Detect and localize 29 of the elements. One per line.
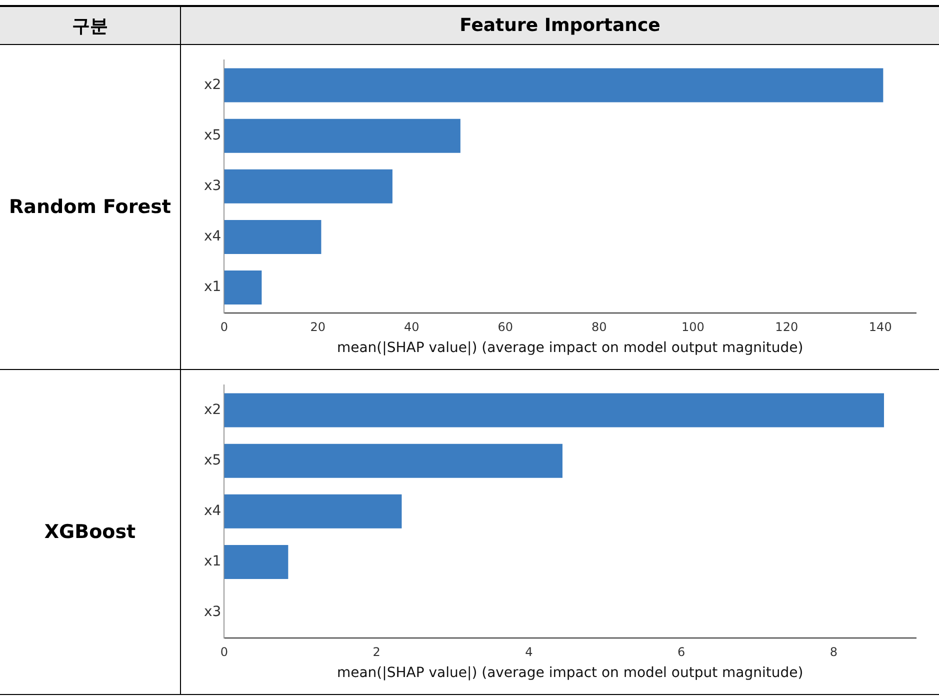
y-tick-label: x2 <box>204 76 222 93</box>
x-tick-label: 40 <box>404 320 420 334</box>
y-tick-label: x4 <box>204 228 222 245</box>
x-tick-label: 80 <box>592 320 607 334</box>
text: XGBoost <box>0 370 180 694</box>
y-tick-label: x3 <box>204 604 222 620</box>
x-tick-label: 4 <box>525 645 533 660</box>
text: Random Forest <box>0 44 180 370</box>
y-tick-label: x5 <box>204 127 222 144</box>
x-tick-label: 100 <box>681 320 704 334</box>
x-axis-title: mean(|SHAP value|) (average impact on model output magnitude) <box>336 665 804 682</box>
x-tick-label: 120 <box>775 320 798 334</box>
x-axis-title: mean(|SHAP value|) (average impact on model output magnitude) <box>336 340 804 356</box>
chart-title: Feature Importance <box>180 6 939 44</box>
y-tick-label: x5 <box>204 452 222 468</box>
y-tick-label: x2 <box>204 402 222 418</box>
x-tick-label: 6 <box>678 645 686 660</box>
y-tick-label: x4 <box>204 503 222 520</box>
x-tick-label: 60 <box>498 320 514 334</box>
x-tick-label: 8 <box>830 645 838 660</box>
text: 구분 <box>0 6 180 44</box>
x-tick-label: 20 <box>310 320 326 334</box>
x-tick-label: 0 <box>220 645 228 660</box>
y-tick-label: x1 <box>204 279 222 296</box>
y-tick-label: x3 <box>204 178 222 194</box>
x-tick-label: 140 <box>868 320 892 334</box>
x-tick-label: 0 <box>220 320 228 334</box>
y-tick-label: x1 <box>204 554 222 570</box>
x-tick-label: 2 <box>372 645 380 660</box>
